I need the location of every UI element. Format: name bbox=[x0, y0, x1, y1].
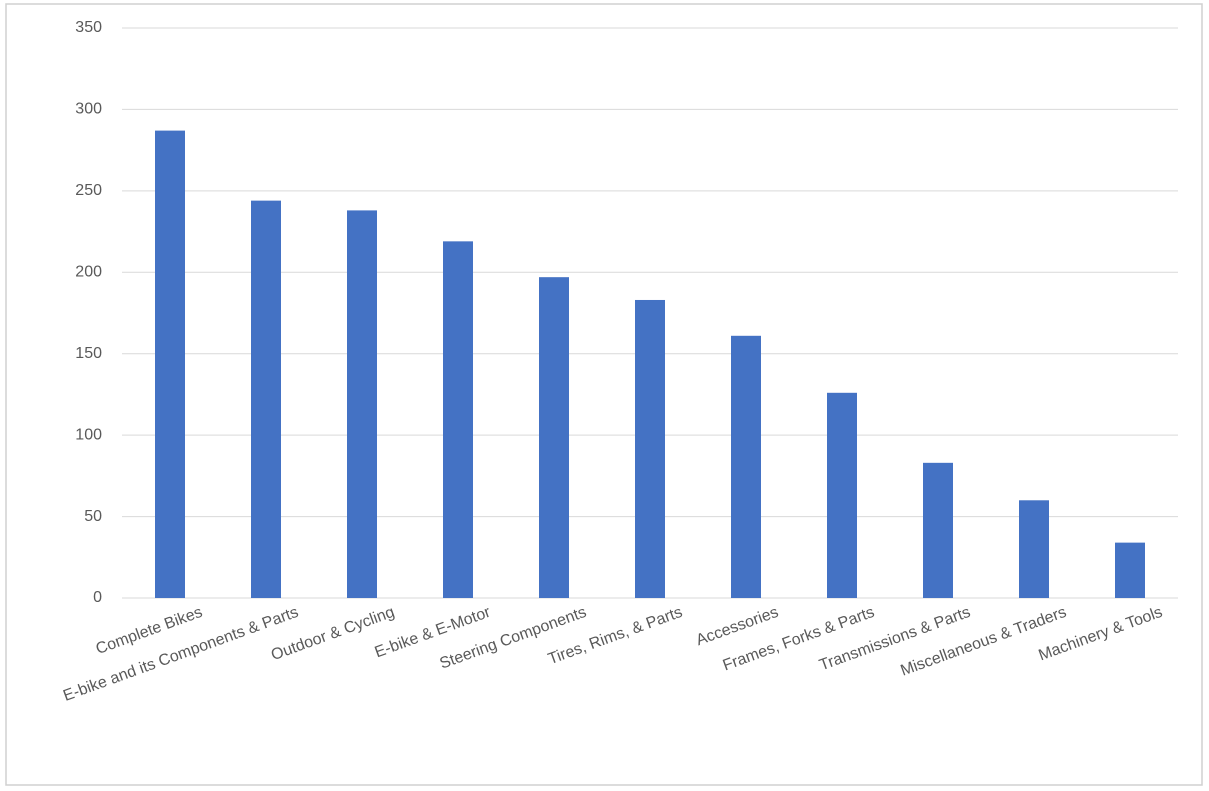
y-tick-label: 200 bbox=[75, 264, 102, 281]
y-tick-label: 100 bbox=[75, 426, 102, 443]
bar bbox=[1115, 542, 1145, 598]
bar bbox=[635, 299, 665, 598]
bar bbox=[923, 462, 953, 598]
bar bbox=[1019, 500, 1049, 598]
bar bbox=[251, 200, 281, 598]
chart-frame bbox=[5, 3, 1203, 786]
y-tick-label: 300 bbox=[75, 101, 102, 118]
y-tick-label: 0 bbox=[93, 589, 102, 606]
bar bbox=[539, 277, 569, 598]
y-tick-label: 350 bbox=[75, 19, 102, 36]
bar bbox=[347, 210, 377, 598]
y-tick-label: 250 bbox=[75, 182, 102, 199]
bar bbox=[155, 130, 185, 598]
bar bbox=[731, 335, 761, 598]
y-tick-label: 150 bbox=[75, 345, 102, 362]
bar bbox=[827, 392, 857, 598]
bar bbox=[443, 241, 473, 599]
y-tick-label: 50 bbox=[84, 508, 102, 525]
